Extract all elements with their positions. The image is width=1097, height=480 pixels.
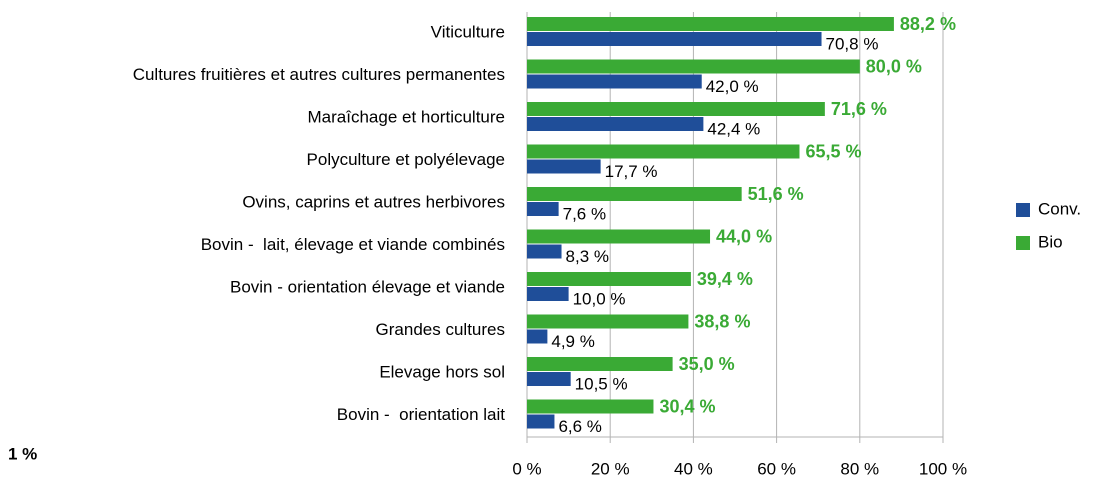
bar — [527, 159, 601, 174]
x-tick-label: 80 % — [840, 459, 879, 478]
data-label: 71,6 % — [831, 99, 887, 119]
data-label: 42,4 % — [707, 119, 760, 138]
legend-swatch — [1016, 236, 1030, 250]
legend-label: Conv. — [1038, 199, 1081, 218]
bar — [527, 59, 860, 74]
data-label: 6,6 % — [558, 417, 601, 436]
bar — [527, 144, 800, 159]
x-tick-label: 0 % — [512, 459, 541, 478]
data-label: 80,0 % — [866, 56, 922, 76]
x-tick-label: 20 % — [591, 459, 630, 478]
data-label: 10,0 % — [573, 289, 626, 308]
y-tick-label: Polyculture et polyélevage — [307, 150, 505, 169]
data-label: 8,3 % — [566, 247, 609, 266]
data-label: 17,7 % — [605, 162, 658, 181]
bar — [527, 372, 571, 386]
bar — [527, 414, 555, 429]
bar — [527, 272, 691, 286]
bar — [527, 117, 704, 131]
x-tick-label: 100 % — [919, 459, 967, 478]
data-label: 4,9 % — [551, 332, 594, 351]
bar — [527, 202, 559, 216]
data-label: 65,5 % — [805, 141, 861, 161]
data-label: 38,8 % — [694, 311, 750, 331]
bar — [527, 314, 689, 329]
data-label: 44,0 % — [716, 226, 772, 246]
data-label: 39,4 % — [697, 269, 753, 289]
data-label: 35,0 % — [679, 354, 735, 374]
y-tick-label: Bovin - orientation lait — [337, 405, 505, 424]
bar — [527, 74, 702, 89]
bar — [527, 399, 654, 414]
legend-swatch — [1016, 203, 1030, 217]
bar — [527, 244, 562, 259]
annotation: 1 % — [8, 444, 37, 463]
bar — [527, 17, 894, 31]
bar — [527, 102, 825, 116]
bar — [527, 32, 822, 46]
data-label: 51,6 % — [748, 184, 804, 204]
data-label: 70,8 % — [826, 34, 879, 53]
y-tick-label: Bovin - orientation élevage et viande — [230, 277, 505, 296]
bar — [527, 187, 742, 201]
y-tick-label: Cultures fruitières et autres cultures p… — [133, 65, 505, 84]
data-label: 7,6 % — [563, 204, 606, 223]
data-label: 88,2 % — [900, 14, 956, 34]
data-label: 30,4 % — [659, 396, 715, 416]
x-tick-label: 40 % — [674, 459, 713, 478]
y-tick-label: Grandes cultures — [376, 320, 505, 339]
data-label: 10,5 % — [575, 374, 628, 393]
bar — [527, 329, 548, 344]
legend-label: Bio — [1038, 232, 1063, 251]
y-tick-label: Maraîchage et horticulture — [308, 107, 506, 126]
bar — [527, 229, 711, 244]
y-tick-label: Ovins, caprins et autres herbivores — [242, 192, 505, 211]
y-tick-label: Viticulture — [431, 22, 505, 41]
y-tick-label: Elevage hors sol — [379, 362, 505, 381]
data-label: 42,0 % — [706, 77, 759, 96]
bar — [527, 357, 673, 371]
bar — [527, 287, 569, 301]
x-tick-label: 60 % — [757, 459, 796, 478]
y-tick-label: Bovin - lait, élevage et viande combinés — [201, 235, 505, 254]
